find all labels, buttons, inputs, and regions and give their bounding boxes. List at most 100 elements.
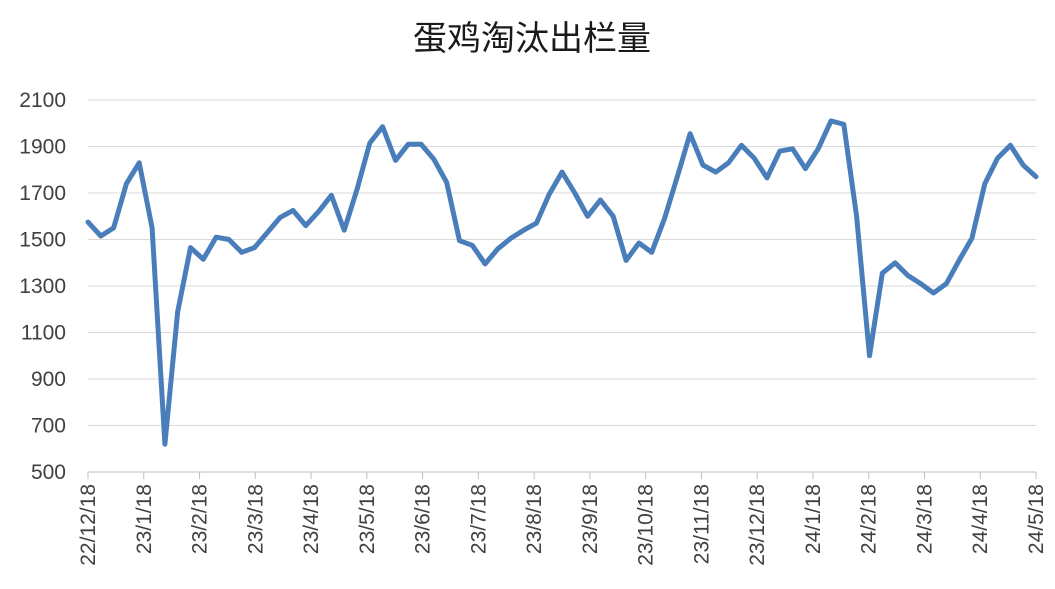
data-point (86, 220, 91, 225)
x-tick-label: 23/9/18 (579, 484, 602, 554)
data-point (918, 281, 923, 286)
x-tick-label: 24/1/18 (802, 484, 825, 554)
data-point (995, 156, 1000, 161)
data-point (944, 281, 949, 286)
data-point (483, 261, 488, 266)
data-point (239, 250, 244, 255)
data-point (598, 197, 603, 202)
y-tick-label: 1300 (19, 275, 66, 298)
data-point (393, 158, 398, 163)
data-point (790, 146, 795, 151)
data-point (316, 209, 321, 214)
x-tick-label: 22/12/18 (77, 484, 100, 566)
x-tick-label: 23/10/18 (635, 484, 658, 566)
data-point (521, 228, 526, 233)
x-tick-label: 23/3/18 (244, 484, 267, 554)
data-point (534, 221, 539, 226)
data-point (111, 225, 116, 230)
data-point (162, 442, 167, 447)
y-tick-label: 2100 (19, 89, 66, 112)
data-point (431, 157, 436, 162)
data-point (572, 191, 577, 196)
data-point (957, 258, 962, 263)
data-point (380, 124, 385, 129)
x-tick-label: 23/8/18 (523, 484, 546, 554)
data-point (688, 131, 693, 136)
y-tick-label: 1500 (19, 229, 66, 252)
y-tick-label: 500 (31, 461, 66, 484)
data-point (739, 143, 744, 148)
data-point (124, 181, 129, 186)
data-point (290, 208, 295, 213)
data-point (816, 146, 821, 151)
y-tick-label: 1900 (19, 136, 66, 159)
data-point (969, 236, 974, 241)
data-point (777, 149, 782, 154)
data-point (893, 260, 898, 265)
x-tick-label: 24/3/18 (913, 484, 936, 554)
data-point (329, 193, 334, 198)
data-point (508, 236, 513, 241)
y-axis: 500 700 900 1100 1300 1500 1700 1900 2100 (19, 89, 66, 484)
x-tick-label: 24/5/18 (1025, 484, 1048, 554)
data-point (265, 230, 270, 235)
data-point (1008, 143, 1013, 148)
data-point (982, 181, 987, 186)
data-point (713, 170, 718, 175)
data-point (700, 163, 705, 168)
data-point (547, 192, 552, 197)
data-point (188, 245, 193, 250)
data-point (367, 141, 372, 146)
data-point (764, 175, 769, 180)
y-tick-label: 1700 (19, 182, 66, 205)
x-tick-label: 23/2/18 (189, 484, 212, 554)
x-axis: 22/12/18 23/1/18 23/2/18 23/3/18 23/4/18 23/5… (77, 471, 1048, 566)
data-point (611, 214, 616, 219)
data-point (585, 214, 590, 219)
data-point (803, 166, 808, 171)
data-point (752, 156, 757, 161)
data-point (662, 216, 667, 221)
data-point (342, 228, 347, 233)
data-point (624, 258, 629, 263)
data-point (880, 271, 885, 276)
data-point (98, 234, 103, 239)
data-point (278, 215, 283, 220)
data-point (175, 309, 180, 314)
chart-title: 蛋鸡淘汰出栏量 (413, 19, 651, 59)
data-point (649, 250, 654, 255)
data-point (1034, 174, 1039, 179)
data-point (470, 243, 475, 248)
data-point (137, 160, 142, 165)
data-point (150, 225, 155, 230)
data-point (675, 174, 680, 179)
data-point (201, 257, 206, 262)
x-tick-label: 23/12/18 (746, 484, 769, 566)
y-tick-label: 700 (31, 415, 66, 438)
data-point (355, 187, 360, 192)
x-tick-label: 23/11/18 (690, 484, 713, 564)
data-point (495, 246, 500, 251)
data-point (854, 214, 859, 219)
series-line (85, 118, 1039, 447)
data-point (406, 142, 411, 147)
data-point (560, 170, 565, 175)
y-tick-label: 900 (31, 368, 66, 391)
data-point (419, 142, 424, 147)
data-point (457, 238, 462, 243)
x-tick-label: 23/4/18 (300, 484, 323, 554)
x-tick-label: 23/1/18 (133, 484, 156, 554)
data-point (303, 223, 308, 228)
data-point (226, 237, 231, 242)
x-tick-label: 24/4/18 (969, 484, 992, 554)
data-point (867, 353, 872, 358)
y-tick-label: 1100 (21, 322, 66, 345)
data-point (214, 235, 219, 240)
x-tick-label: 23/5/18 (356, 484, 379, 554)
series-layer (85, 118, 1039, 447)
data-point (829, 118, 834, 123)
data-point (252, 245, 257, 250)
data-point (726, 160, 731, 165)
x-tick-label: 23/7/18 (467, 484, 490, 554)
